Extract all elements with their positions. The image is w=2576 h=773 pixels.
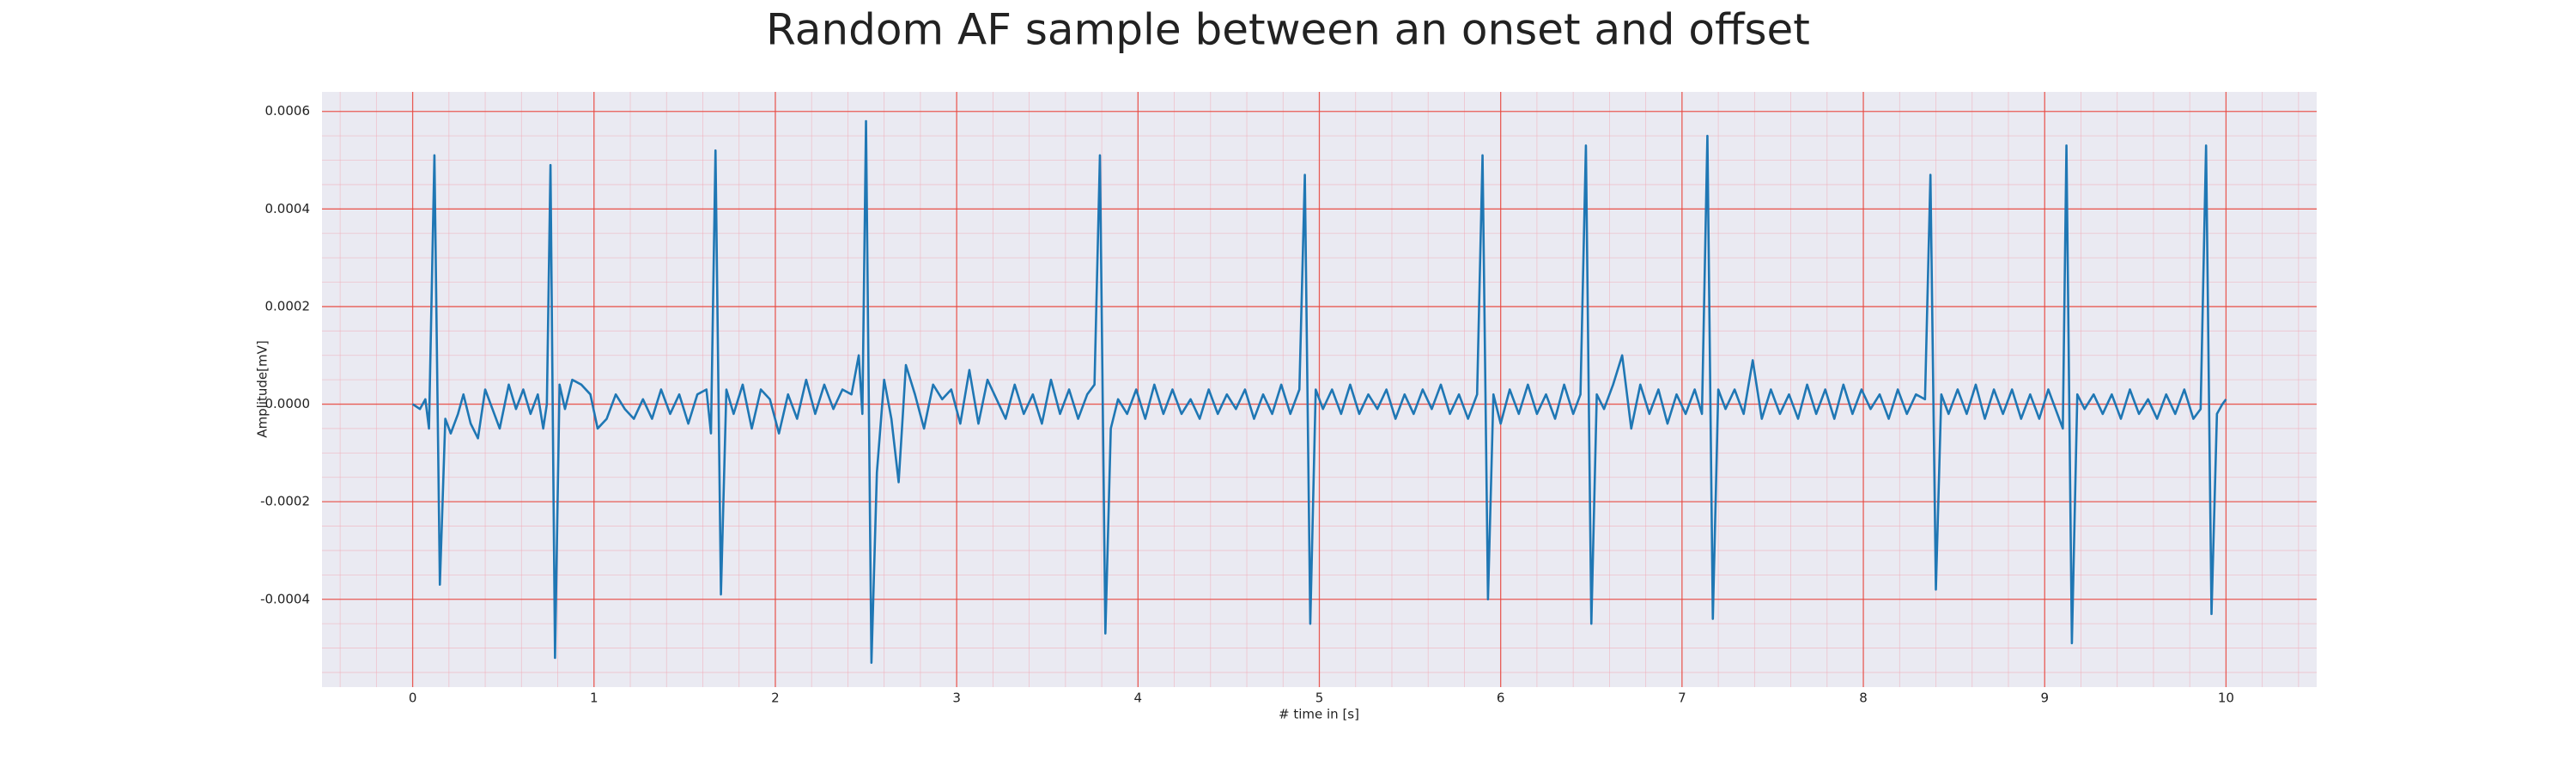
x-tick-label: 1 [590, 691, 598, 706]
x-tick-label: 10 [2218, 691, 2234, 706]
line-series [411, 119, 2227, 664]
y-tick-label: -0.0002 [260, 494, 310, 509]
y-axis-label: Amplitude[mV] [255, 340, 270, 437]
y-tick-label: 0.0002 [265, 298, 311, 313]
y-tick-label: 0.0004 [265, 201, 311, 216]
x-tick-label: 7 [1678, 691, 1686, 706]
x-tick-label: 6 [1497, 691, 1505, 706]
x-tick-label: 5 [1315, 691, 1324, 706]
x-tick-label: 4 [1134, 691, 1143, 706]
y-tick-label: -0.0004 [260, 591, 310, 606]
x-axis-label: # time in [s] [1279, 707, 1359, 722]
x-tick-label: 3 [952, 691, 961, 706]
x-tick-label: 8 [1859, 691, 1868, 706]
x-tick-label: 9 [2040, 691, 2049, 706]
x-tick-label: 2 [771, 691, 780, 706]
y-tick-label: 0.0000 [265, 396, 311, 411]
chart-title: Random AF sample between an onset and of… [766, 5, 1810, 55]
x-tick-label: 0 [409, 691, 417, 706]
y-tick-label: 0.0006 [265, 103, 311, 119]
